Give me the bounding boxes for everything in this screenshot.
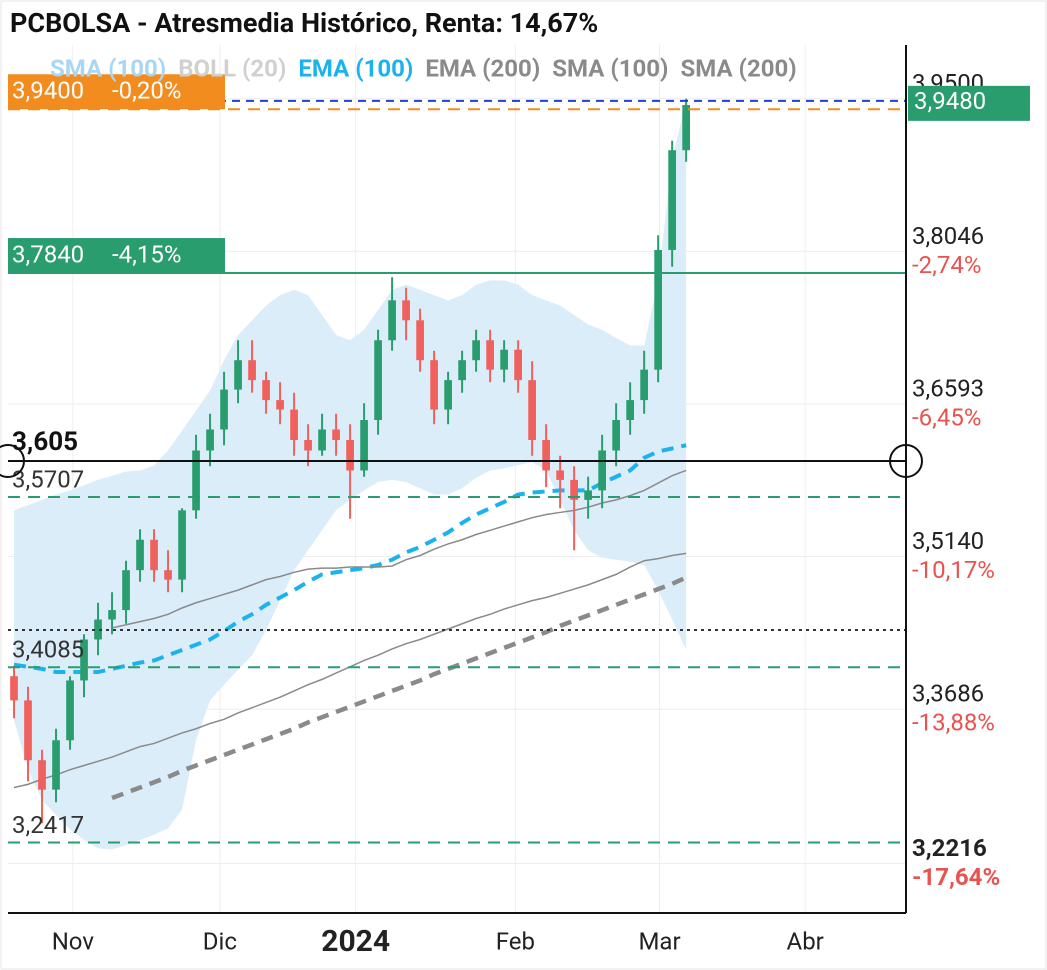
candle-body [248,360,256,381]
candle-body [444,380,452,410]
title-bg [8,5,906,45]
candle-body [556,470,564,480]
last-price-label: 3,9480 [914,87,986,115]
legend-entry: SMA (200) [680,54,796,82]
level-label: 3,2417 [12,811,84,839]
y-tick-label: 3,5140 [912,527,984,555]
candle-body [290,409,298,440]
candle-body [514,349,522,381]
level-label: 3,7840 [12,240,84,268]
level-label: 3,9400 [12,77,84,105]
candle-body [360,420,368,471]
candle-body [136,539,144,571]
y-tick-label: 3,3686 [912,680,984,708]
level-change: -0,20% [112,77,181,105]
candle-body [66,680,74,741]
candle-body [80,639,88,681]
candle-body [640,369,648,401]
candle-body [304,439,312,451]
candle-body [416,320,424,361]
candle-body [430,360,438,410]
candle-body [164,570,172,580]
x-tick-label: 2024 [321,924,390,959]
crosshair-label: 3,605 [12,427,78,457]
legend-entry: BOLL (20) [178,54,286,82]
crosshair-handle [0,443,25,478]
candle-body [346,439,354,471]
candle-body [206,429,214,451]
candle-body [654,249,663,370]
y-tick-change: -10,17% [912,556,995,584]
candle-body [570,479,578,500]
x-tick-label: Mar [638,927,680,955]
candle-body [626,400,634,421]
candle-body [388,300,396,341]
candle-body [528,380,536,440]
last-price-box [908,85,1030,121]
legend-entry: EMA (100) [298,54,413,82]
level-box [8,74,225,110]
legend-entry: SMA (100) [50,54,166,82]
y-tick-label: 3,8046 [912,222,984,250]
chart-title: PCBOLSA - Atresmedia Histórico, Renta: 1… [10,7,598,39]
level-label: 3,4085 [12,636,84,664]
level-change: -4,15% [112,240,181,268]
candle-body [52,740,60,790]
legend-entry: SMA (100) [552,54,668,82]
candle-body [38,760,46,790]
y-tick-label: 3,2216 [912,834,987,862]
plot-area [8,98,906,850]
candle-body [584,490,592,500]
legend-entry: EMA (200) [425,54,540,82]
candle-body [472,340,480,361]
indicator-line [111,469,687,629]
level-box [8,238,225,274]
indicator-line [111,575,688,801]
y-tick-change: -13,88% [912,709,995,737]
candle-body [668,150,677,250]
candle-body [682,105,691,151]
y-tick-change: -6,45% [912,403,981,431]
candle-body [402,300,410,321]
candle-body [220,389,228,430]
candle-body [262,380,270,401]
candle-body [542,439,550,471]
candle-body [234,360,242,390]
candle-body [486,340,494,370]
candle-body [108,610,116,620]
x-tick-label: Dic [203,927,237,955]
x-tick-label: Feb [496,927,535,955]
candle-body [24,700,32,761]
candle-body [122,570,130,611]
candle-body [318,429,326,451]
y-tick-change: -17,64% [912,863,1000,891]
candle-body [94,619,102,640]
candle-body [150,539,158,571]
level-label: 3,5707 [12,465,84,493]
candle-body [500,349,508,370]
candle-body [276,400,284,410]
candle-body [332,429,340,440]
x-tick-label: Nov [52,927,95,955]
candle-body [10,676,18,701]
candle-body [192,450,200,511]
candle-body [374,340,382,421]
x-tick-label: Abr [787,927,824,955]
candle-body [458,360,466,381]
candle-body [178,510,186,580]
candle-body [598,450,606,491]
y-tick-label: 3,6593 [912,374,984,402]
legend: SMA (100) BOLL (20) EMA (100) EMA (200) SMA … [50,54,797,82]
y-tick-change: -2,74% [912,251,981,279]
candle-body [612,420,620,451]
